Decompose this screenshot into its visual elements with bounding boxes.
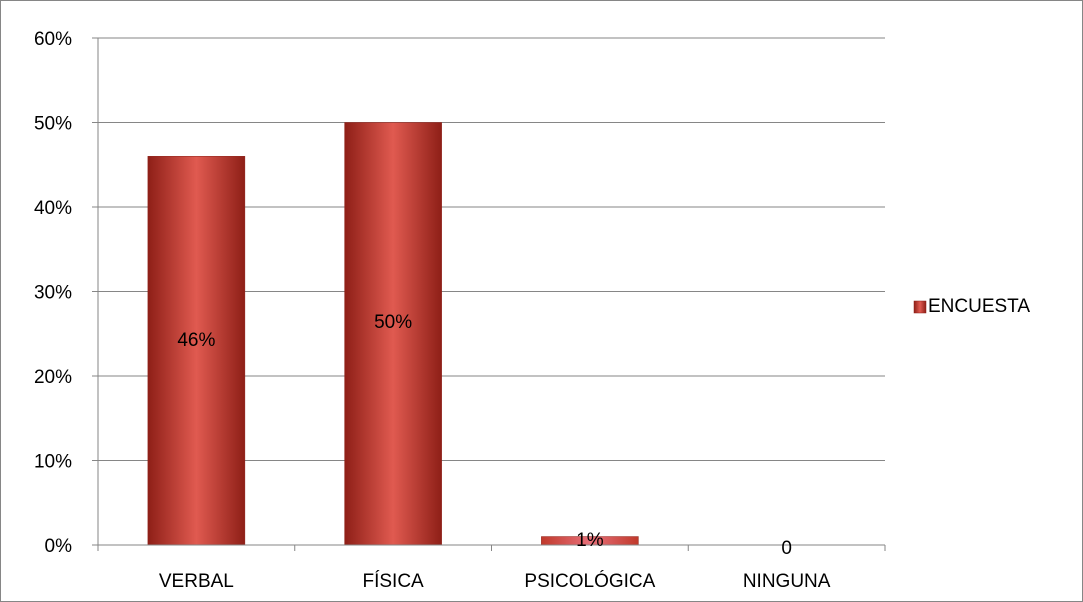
legend-swatch — [913, 300, 927, 314]
y-tick-label: 60% — [34, 29, 72, 50]
x-tick-label: VERBAL — [159, 571, 234, 592]
y-tick-label: 20% — [34, 367, 72, 388]
data-label: 1% — [576, 530, 604, 551]
data-label: 50% — [374, 312, 412, 333]
data-label: 0 — [781, 538, 792, 559]
y-tick-label: 10% — [34, 452, 72, 473]
bars — [147, 122, 639, 546]
y-tick-label: 30% — [34, 283, 72, 304]
y-tick-label: 40% — [34, 198, 72, 219]
legend: ENCUESTA — [913, 296, 1030, 317]
axes — [92, 37, 886, 551]
legend-label: ENCUESTA — [928, 296, 1030, 317]
x-tick-label: PSICOLÓGICA — [524, 570, 655, 592]
y-tick-label: 50% — [34, 114, 72, 135]
data-label: 46% — [177, 330, 215, 351]
bar — [147, 156, 246, 546]
x-tick-label: NINGUNA — [743, 571, 831, 592]
labels: 0% 10% 20% 30% 40% 50% 60% 46% VERBAL 50% FÍSICA 1%… — [34, 29, 831, 592]
x-tick-label: FÍSICA — [363, 571, 425, 592]
y-tick-label: 0% — [45, 536, 73, 557]
bar — [344, 122, 442, 546]
